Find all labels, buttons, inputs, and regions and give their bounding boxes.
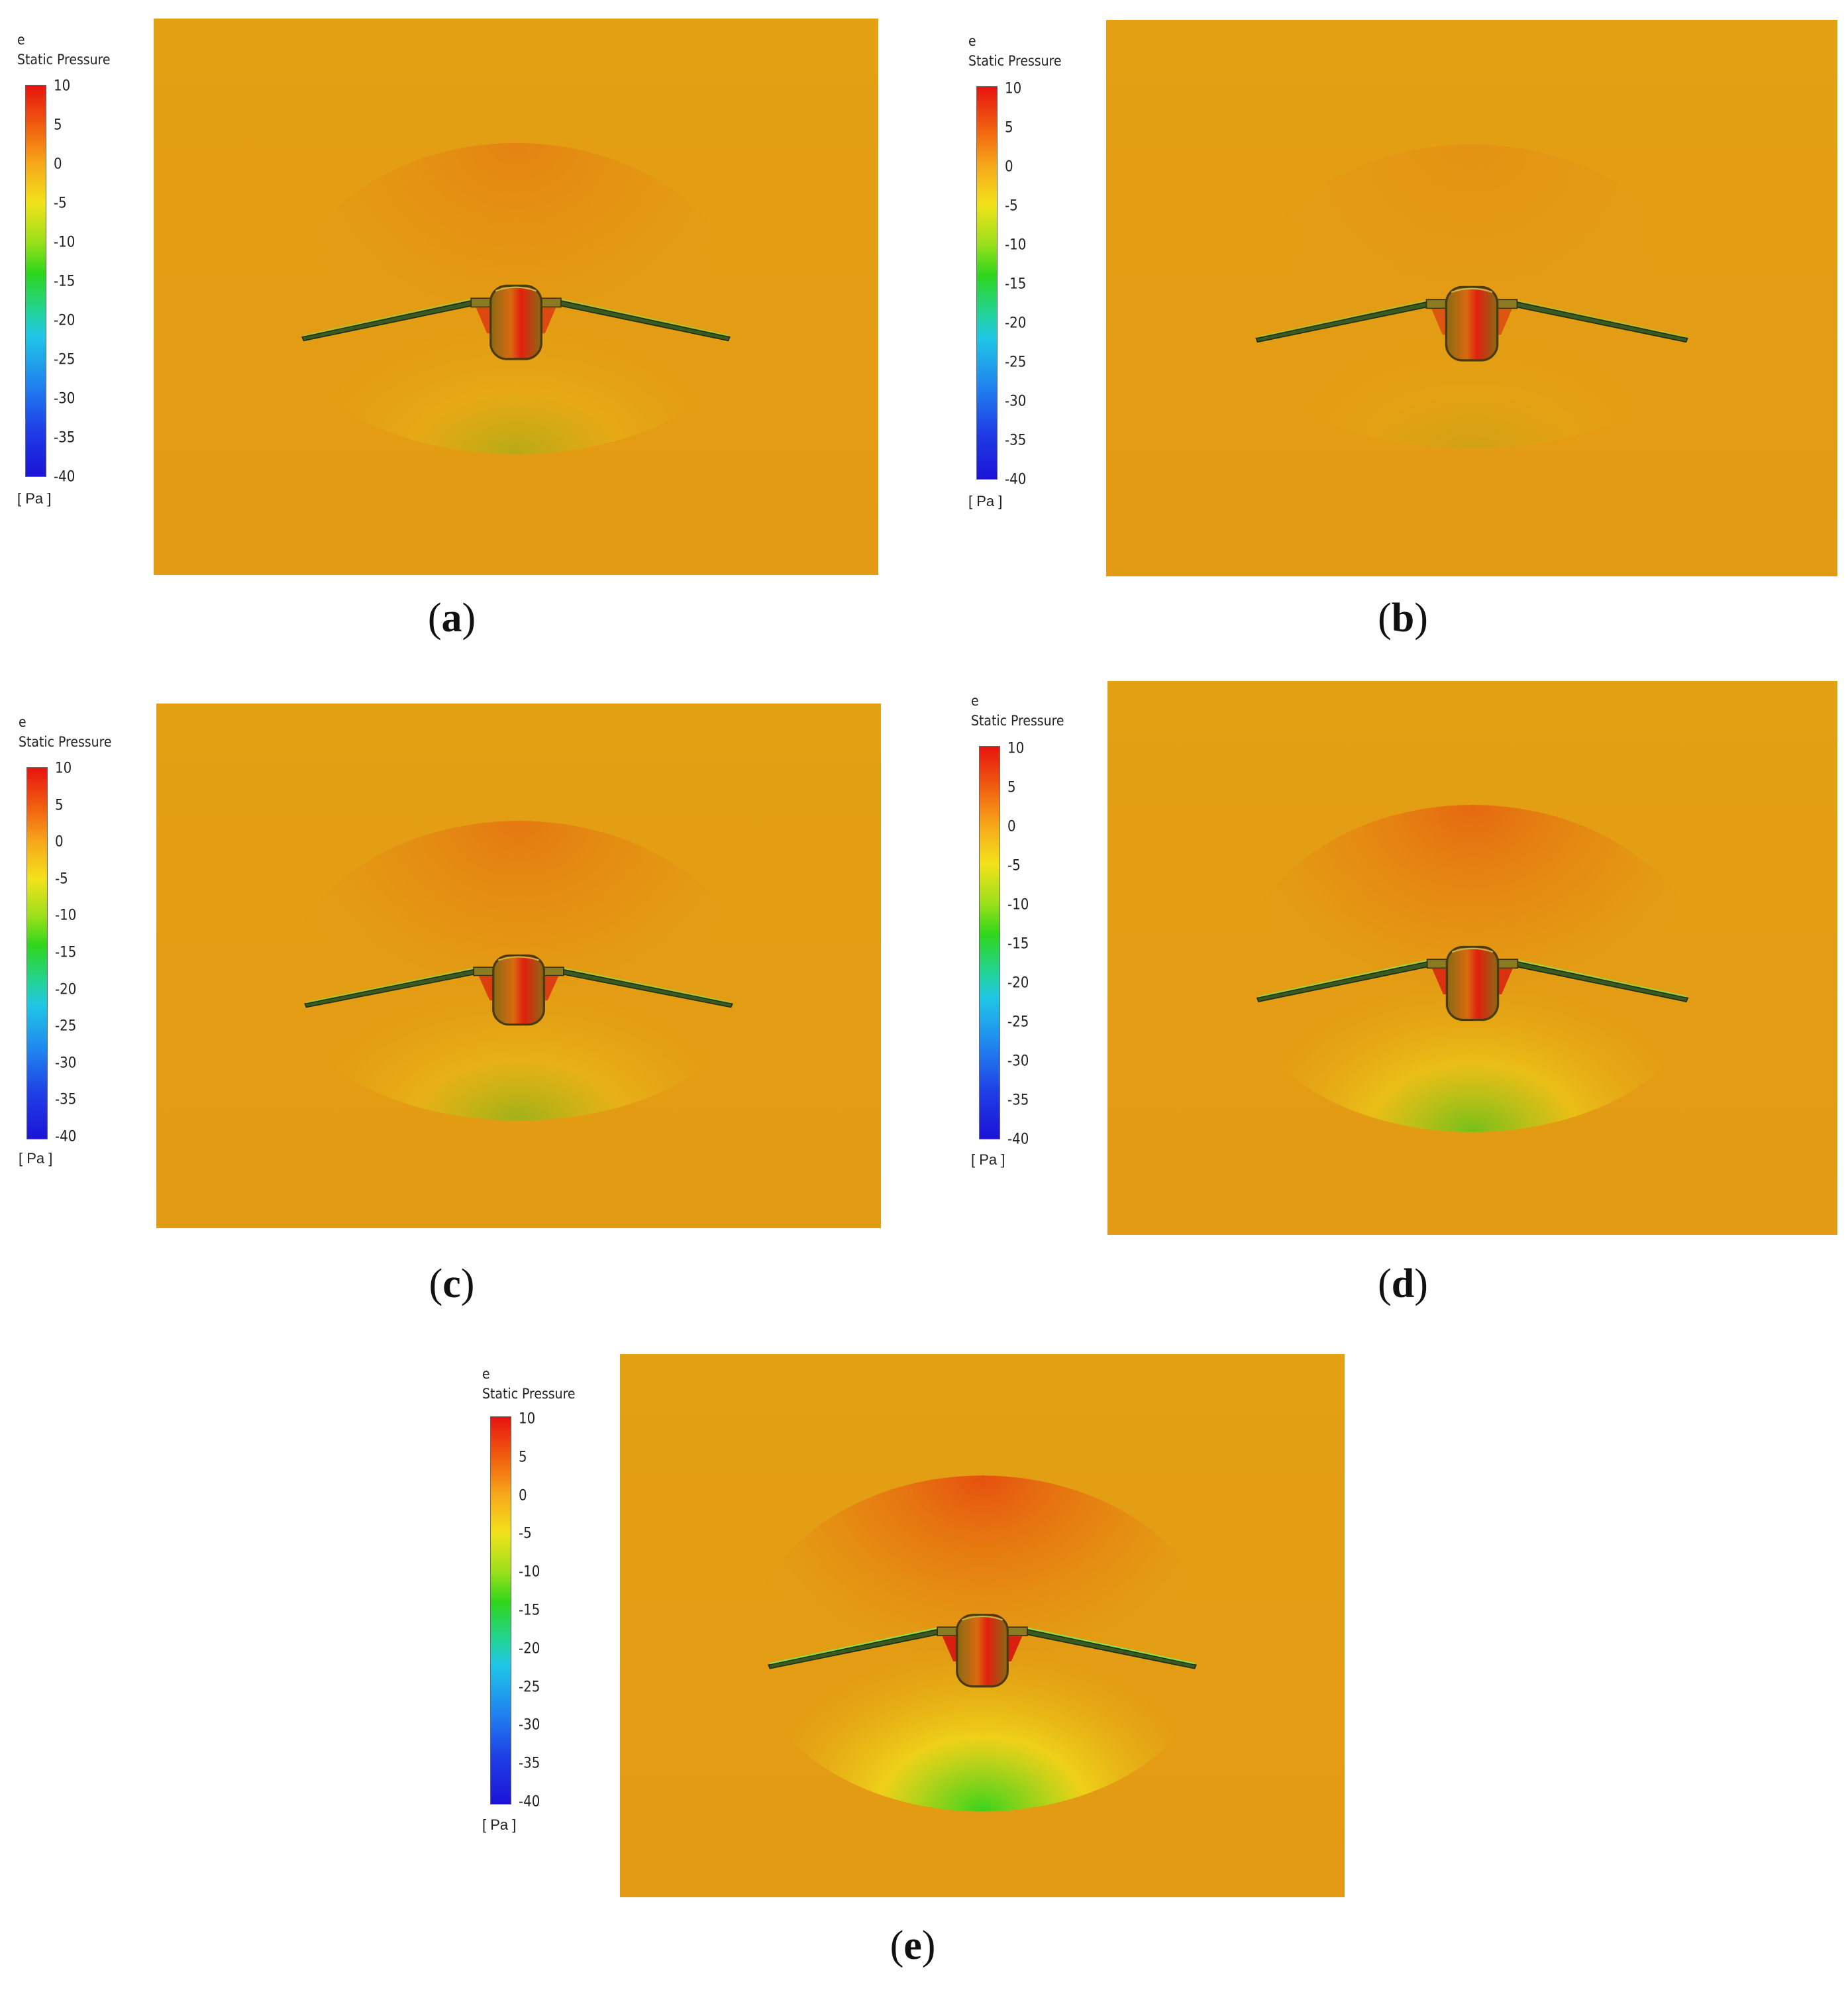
legend-tick-label: 0 <box>54 156 62 173</box>
legend-variable-prefix: e <box>17 32 25 48</box>
legend-colorbar <box>26 767 48 1139</box>
legend-tick-label: 10 <box>54 78 71 95</box>
legend-tick-label: -40 <box>1005 471 1027 488</box>
legend-tick-label: -5 <box>1007 857 1021 874</box>
legend-colorbar <box>979 746 1000 1139</box>
legend-colorbar <box>490 1416 511 1805</box>
legend-colorbar <box>976 86 998 480</box>
legend-tick-label: -5 <box>519 1525 532 1542</box>
legend-tick-label: -20 <box>55 981 77 998</box>
legend-tick-label: -5 <box>1005 197 1018 215</box>
legend-unit: [ Pa ] <box>19 1150 53 1167</box>
legend-tick-label: -35 <box>1007 1092 1029 1109</box>
legend-tick-label: -30 <box>1007 1053 1029 1070</box>
legend-tick-label: -30 <box>54 390 76 407</box>
legend-tick-label: -25 <box>54 351 76 368</box>
legend-tick-label: 0 <box>1005 158 1013 176</box>
legend-title: Static Pressure <box>19 734 112 750</box>
legend-tick-label: 0 <box>1007 818 1016 835</box>
legend-tick-label: 10 <box>55 760 72 777</box>
caption-a: (a) <box>427 596 476 641</box>
legend-tick-label: -10 <box>1007 896 1029 914</box>
legend-tick-label: -10 <box>55 907 77 924</box>
legend-tick-label: -35 <box>519 1755 540 1772</box>
legend-tick-label: -10 <box>519 1563 540 1581</box>
legend-tick-label: -20 <box>519 1640 540 1657</box>
legend-tick-label: -10 <box>54 234 76 251</box>
legend-tick-label: -15 <box>519 1602 540 1619</box>
legend-tick-label: -30 <box>1005 393 1027 410</box>
legend-tick-label: 5 <box>519 1449 527 1466</box>
legend-tick-label: 5 <box>1005 119 1013 136</box>
legend-title: Static Pressure <box>17 52 111 68</box>
caption-d: (d) <box>1378 1261 1428 1306</box>
legend-tick-label: -15 <box>54 273 76 290</box>
caption-c: (c) <box>429 1261 475 1306</box>
legend-tick-label: 0 <box>519 1487 527 1504</box>
legend-tick-label: -40 <box>1007 1131 1029 1148</box>
legend-tick-label: -5 <box>54 195 67 212</box>
legend-tick-label: -30 <box>55 1055 77 1072</box>
legend-c: e Static Pressure [ Pa ] 10 5 0 -5 -10 -15 -20… <box>19 714 151 1218</box>
legend-tick-label: -20 <box>54 312 76 329</box>
caption-b: (b) <box>1378 596 1428 641</box>
legend-variable-prefix: e <box>971 693 979 709</box>
legend-unit: [ Pa ] <box>968 493 1003 509</box>
legend-unit: [ Pa ] <box>17 490 52 507</box>
legend-tick-label: -40 <box>519 1793 540 1810</box>
legend-colorbar <box>25 85 46 477</box>
legend-tick-label: 10 <box>519 1410 536 1428</box>
legend-title: Static Pressure <box>971 713 1064 729</box>
pressure-field-d <box>1107 681 1837 1235</box>
legend-tick-label: 5 <box>1007 779 1016 796</box>
pressure-field-b <box>1106 20 1837 576</box>
legend-variable-prefix: e <box>968 33 976 49</box>
legend-tick-label: 0 <box>55 833 64 851</box>
legend-tick-label: -15 <box>1005 276 1027 293</box>
caption-e: (e) <box>890 1923 936 1968</box>
legend-tick-label: -25 <box>519 1679 540 1696</box>
legend-tick-label: 10 <box>1005 80 1022 97</box>
legend-tick-label: 5 <box>54 117 62 134</box>
legend-title: Static Pressure <box>968 53 1062 69</box>
legend-b: e Static Pressure [ Pa ] 10 5 0 -5 -10 -15 -20… <box>968 33 1101 537</box>
legend-tick-label: -25 <box>1007 1014 1029 1031</box>
legend-e: e Static Pressure [ Pa ] 10 5 0 -5 -10 -15 -20… <box>482 1366 615 1869</box>
pressure-field-e <box>620 1354 1345 1897</box>
legend-title: Static Pressure <box>482 1386 576 1402</box>
legend-unit: [ Pa ] <box>971 1151 1005 1168</box>
legend-tick-label: 10 <box>1007 740 1025 757</box>
legend-tick-label: -20 <box>1007 974 1029 992</box>
pressure-field-a <box>154 19 878 575</box>
legend-variable-prefix: e <box>19 714 26 730</box>
legend-tick-label: -35 <box>54 429 76 446</box>
legend-variable-prefix: e <box>482 1366 490 1382</box>
legend-tick-label: -35 <box>1005 432 1027 449</box>
legend-unit: [ Pa ] <box>482 1816 517 1833</box>
legend-tick-label: -30 <box>519 1716 540 1734</box>
legend-tick-label: -20 <box>1005 315 1027 332</box>
legend-tick-label: 5 <box>55 797 64 814</box>
legend-tick-label: -40 <box>54 468 76 486</box>
legend-a: e Static Pressure [ Pa ] 10 5 0 -5 -10 -15 -20… <box>17 32 150 535</box>
pressure-field-c <box>156 704 881 1228</box>
legend-tick-label: -25 <box>55 1018 77 1035</box>
legend-d: e Static Pressure [ Pa ] 10 5 0 -5 -10 -15 -20… <box>971 693 1104 1196</box>
legend-tick-label: -35 <box>55 1091 77 1108</box>
legend-tick-label: -10 <box>1005 236 1027 254</box>
legend-tick-label: -15 <box>55 944 77 961</box>
legend-tick-label: -15 <box>1007 935 1029 953</box>
legend-tick-label: -40 <box>55 1128 77 1145</box>
legend-tick-label: -5 <box>55 870 68 888</box>
legend-tick-label: -25 <box>1005 354 1027 371</box>
